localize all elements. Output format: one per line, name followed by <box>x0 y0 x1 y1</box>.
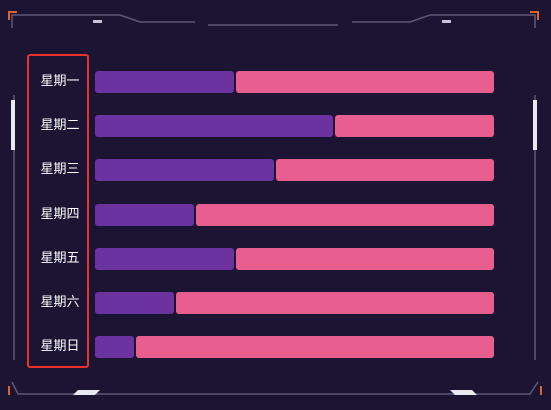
category-label: 星期日 <box>40 339 80 355</box>
bar-segment-primary[interactable] <box>95 292 174 314</box>
bar-row <box>95 115 494 138</box>
bottom-notch-right <box>450 390 477 395</box>
bar-row <box>95 247 494 270</box>
bar-segment-primary[interactable] <box>95 247 234 270</box>
top-marker-right <box>442 20 451 23</box>
bar-segment-secondary[interactable] <box>235 247 494 270</box>
corner-accent-top-left <box>8 11 17 20</box>
bar-segment-secondary[interactable] <box>335 115 494 138</box>
category-label: 星期三 <box>40 162 80 178</box>
bar-segment-secondary[interactable] <box>235 71 494 93</box>
frame-bottom-left <box>11 381 539 395</box>
bar-segment-secondary[interactable] <box>275 159 494 182</box>
corner-accent-top-right <box>530 11 539 20</box>
bar-row <box>95 159 494 182</box>
category-label: 星期一 <box>40 74 80 89</box>
bar-segment-secondary[interactable] <box>175 292 494 314</box>
bar-segment-primary[interactable] <box>95 159 274 182</box>
bar-segment-secondary[interactable] <box>195 203 494 226</box>
bar-row <box>95 71 494 93</box>
category-label: 星期四 <box>40 206 80 222</box>
bar-segment-primary[interactable] <box>95 203 194 226</box>
frame-top-left <box>11 14 195 28</box>
highlight-box <box>27 54 89 368</box>
top-marker-left <box>93 20 102 23</box>
bottom-notch-left <box>73 390 100 395</box>
category-label: 星期二 <box>40 118 80 134</box>
bar-row <box>95 336 494 359</box>
bar-segment-secondary[interactable] <box>135 336 494 359</box>
bar-row <box>95 292 494 314</box>
category-label: 星期五 <box>40 250 80 266</box>
frame-top-right <box>352 14 536 28</box>
side-tab-right <box>533 100 537 150</box>
category-label: 星期六 <box>40 295 80 310</box>
bar-row <box>95 203 494 226</box>
bar-segment-primary[interactable] <box>95 115 334 138</box>
bar-segment-primary[interactable] <box>95 71 234 93</box>
side-tab-left <box>11 100 15 150</box>
bar-segment-primary[interactable] <box>95 336 134 359</box>
